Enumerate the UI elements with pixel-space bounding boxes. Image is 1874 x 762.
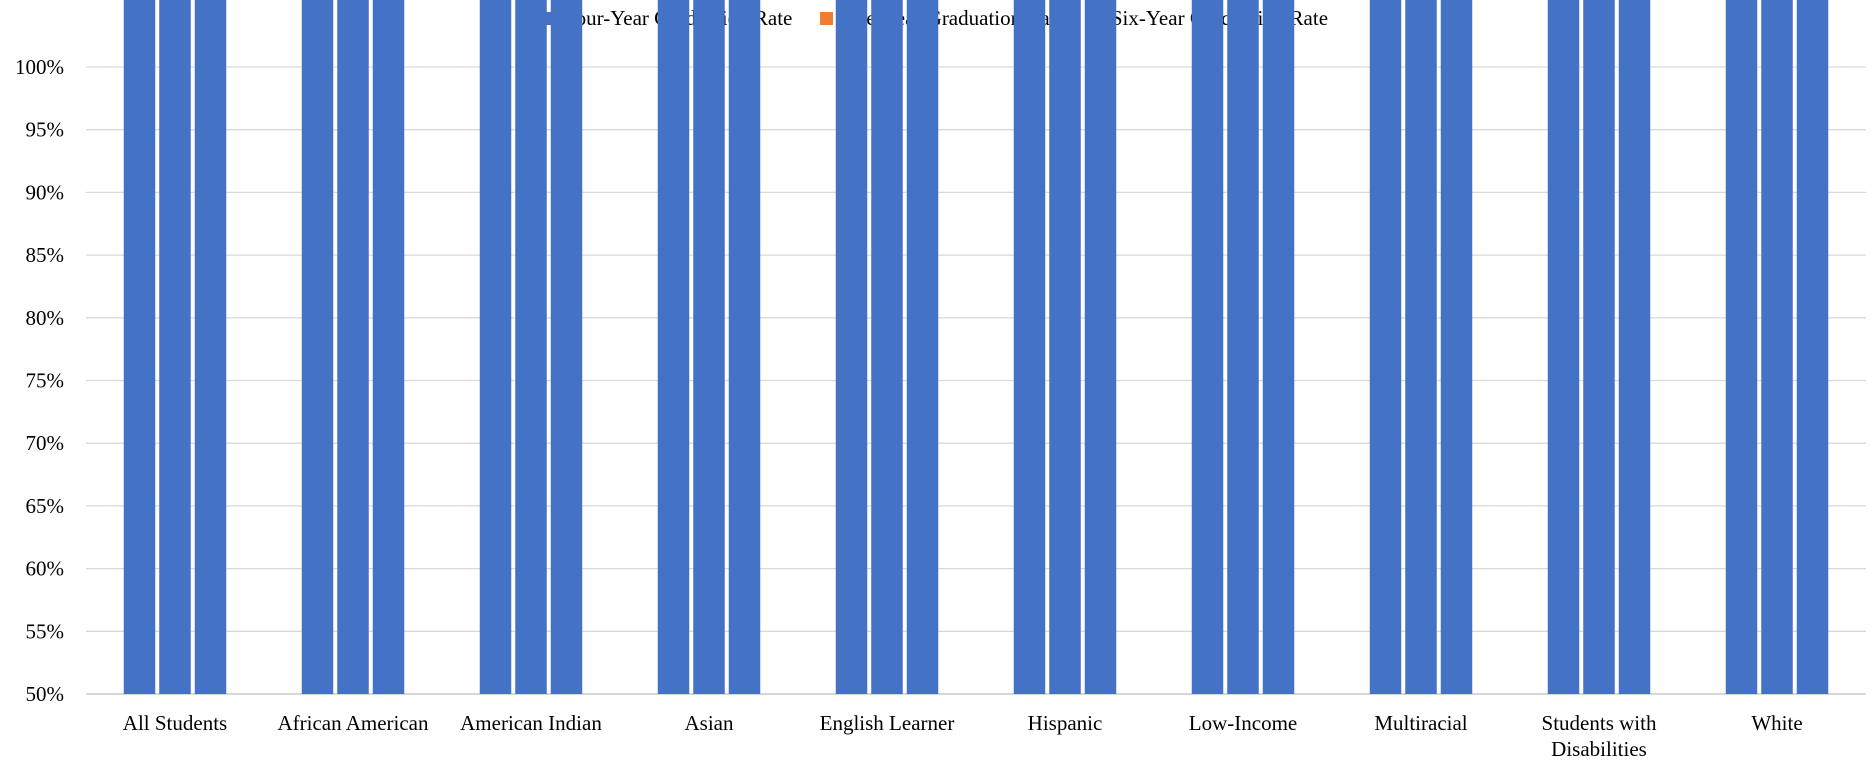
y-tick-label: 90% bbox=[26, 180, 65, 204]
bar-segment bbox=[1547, 0, 1580, 694]
y-tick-label: 85% bbox=[26, 243, 65, 267]
bar-segment bbox=[1084, 0, 1117, 695]
legend-swatch-five-year bbox=[820, 11, 834, 25]
bar-segment bbox=[1262, 0, 1295, 694]
y-tick-label: 65% bbox=[26, 494, 65, 518]
x-tick-label: White bbox=[1751, 711, 1802, 735]
y-tick-label: 80% bbox=[26, 306, 65, 330]
y-tick-label: 50% bbox=[26, 682, 65, 706]
x-tick-label: Students with Disabilities bbox=[1542, 711, 1657, 761]
bar-segment bbox=[1405, 0, 1437, 695]
bar-segment bbox=[728, 0, 761, 695]
bar-segment bbox=[515, 0, 547, 695]
bar-segment bbox=[657, 0, 690, 694]
y-axis: 50% 55% 60% 65% 70% 75% 80% 85% 90% 95% 100% bbox=[15, 55, 64, 706]
y-tick-label: 75% bbox=[26, 369, 65, 393]
bar-segment bbox=[1369, 0, 1402, 695]
bar-segment bbox=[1440, 0, 1473, 695]
x-tick-label: Asian bbox=[685, 711, 734, 735]
x-tick-label: Hispanic bbox=[1028, 711, 1103, 735]
y-tick-label: 95% bbox=[26, 118, 65, 142]
y-tick-label: 70% bbox=[26, 431, 65, 455]
bar-segment bbox=[159, 0, 191, 694]
bar-segment bbox=[693, 0, 725, 694]
bar-segment bbox=[372, 0, 405, 695]
bars bbox=[123, 0, 1829, 695]
bar-segment bbox=[550, 0, 583, 695]
bar-segment bbox=[194, 0, 227, 694]
x-tick-label: All Students bbox=[123, 711, 227, 735]
bar-segment bbox=[871, 0, 903, 694]
bar-segment bbox=[1227, 0, 1259, 694]
bar-segment bbox=[1761, 0, 1793, 694]
y-tick-label: 55% bbox=[26, 619, 65, 643]
x-tick-label: American Indian bbox=[460, 711, 602, 735]
x-tick-label: Multiracial bbox=[1374, 711, 1467, 735]
bar-segment bbox=[1583, 0, 1615, 695]
bar-segment bbox=[835, 0, 868, 695]
bar-segment bbox=[479, 0, 512, 694]
bar-segment bbox=[301, 0, 334, 695]
bar-segment bbox=[1049, 0, 1081, 694]
bar-segment bbox=[1618, 0, 1651, 694]
x-tick-label: English Learner bbox=[820, 711, 955, 735]
bar-segment bbox=[1013, 0, 1046, 694]
x-axis: All Students African American American Ind… bbox=[123, 711, 1803, 761]
y-tick-label: 60% bbox=[26, 557, 65, 581]
x-tick-label: African American bbox=[277, 711, 429, 735]
bar-segment bbox=[1725, 0, 1758, 695]
bar-segment bbox=[337, 0, 369, 694]
bar-segment bbox=[123, 0, 156, 695]
y-tick-label: 100% bbox=[15, 55, 64, 79]
bar-segment bbox=[1796, 0, 1829, 694]
bar-segment bbox=[906, 0, 939, 695]
x-tick-label: Low-Income bbox=[1189, 711, 1297, 735]
bar-segment bbox=[1191, 0, 1224, 695]
